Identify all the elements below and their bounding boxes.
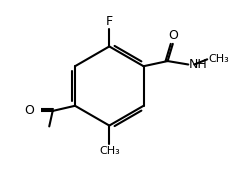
Text: O: O xyxy=(24,104,34,117)
Text: CH₃: CH₃ xyxy=(99,146,119,156)
Text: CH₃: CH₃ xyxy=(207,54,228,64)
Text: F: F xyxy=(105,14,112,28)
Text: NH: NH xyxy=(188,58,207,71)
Text: O: O xyxy=(167,29,177,42)
